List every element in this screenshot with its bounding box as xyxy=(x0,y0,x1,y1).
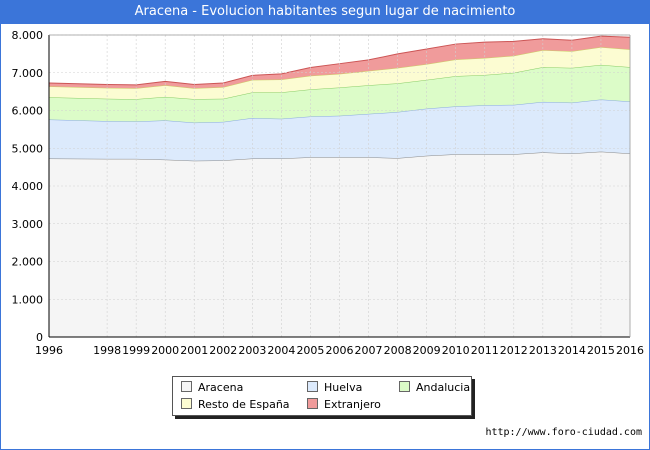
y-tick-label: 0 xyxy=(36,331,43,344)
x-tick-label: 2003 xyxy=(238,344,266,357)
legend-label-extranjero: Extranjero xyxy=(324,398,381,411)
x-tick-label: 2015 xyxy=(587,344,615,357)
legend-label-resto-espana: Resto de España xyxy=(198,398,290,411)
legend-item-andalucia: Andalucia xyxy=(399,381,470,395)
x-tick-label: 2005 xyxy=(296,344,324,357)
x-tick-label: 2013 xyxy=(529,344,557,357)
x-tick-label: 2011 xyxy=(471,344,499,357)
y-tick-label: 1.000 xyxy=(12,293,44,306)
x-tick-label: 1998 xyxy=(93,344,121,357)
x-tick-label: 2000 xyxy=(151,344,179,357)
x-tick-label: 1996 xyxy=(35,344,63,357)
x-tick-label: 2001 xyxy=(180,344,208,357)
area-extranjero xyxy=(49,36,630,89)
source-url: http://www.foro-ciudad.com xyxy=(485,427,642,438)
y-tick-label: 5.000 xyxy=(12,142,44,155)
legend-swatch-andalucia xyxy=(399,381,410,392)
legend-swatch-resto-espana xyxy=(181,398,192,409)
x-tick-label: 2009 xyxy=(413,344,441,357)
y-tick-label: 7.000 xyxy=(12,67,44,80)
x-tick-label: 2006 xyxy=(326,344,354,357)
legend-item-huelva: Huelva xyxy=(307,381,362,395)
area-huelva xyxy=(49,99,630,161)
legend-item-resto-espana: Resto de España xyxy=(181,398,290,412)
legend-label-aracena: Aracena xyxy=(198,381,244,394)
area-chart: 0 1.000 2.000 3.000 4.000 5.000 6.000 7.000 8.00… xyxy=(12,29,645,357)
y-tick-label: 6.000 xyxy=(12,105,44,118)
x-tick-label: 2014 xyxy=(558,344,586,357)
legend-item-extranjero: Extranjero xyxy=(307,398,381,412)
x-tick-label: 2007 xyxy=(355,344,383,357)
legend-swatch-huelva xyxy=(307,381,318,392)
x-tick-label: 2002 xyxy=(209,344,237,357)
x-tick-label: 2004 xyxy=(267,344,295,357)
x-tick-label: 2012 xyxy=(500,344,528,357)
y-tick-label: 2.000 xyxy=(12,256,44,269)
line-extranjero xyxy=(48,35,631,86)
legend-swatch-extranjero xyxy=(307,398,318,409)
x-tick-label: 1999 xyxy=(122,344,150,357)
y-tick-label: 3.000 xyxy=(12,218,44,231)
legend-label-huelva: Huelva xyxy=(324,381,363,394)
y-tick-label: 4.000 xyxy=(12,180,44,193)
legend: Aracena Huelva Andalucia Resto de España… xyxy=(172,376,472,416)
x-tick-label: 2016 xyxy=(616,344,644,357)
legend-label-andalucia: Andalucia xyxy=(416,381,471,394)
x-tick-label: 2008 xyxy=(384,344,412,357)
chart-title: Aracena - Evolucion habitantes segun lug… xyxy=(0,0,650,24)
x-tick-label: 2010 xyxy=(442,344,470,357)
legend-item-aracena: Aracena xyxy=(181,381,243,395)
y-tick-label: 8.000 xyxy=(12,29,44,42)
legend-swatch-aracena xyxy=(181,381,192,392)
